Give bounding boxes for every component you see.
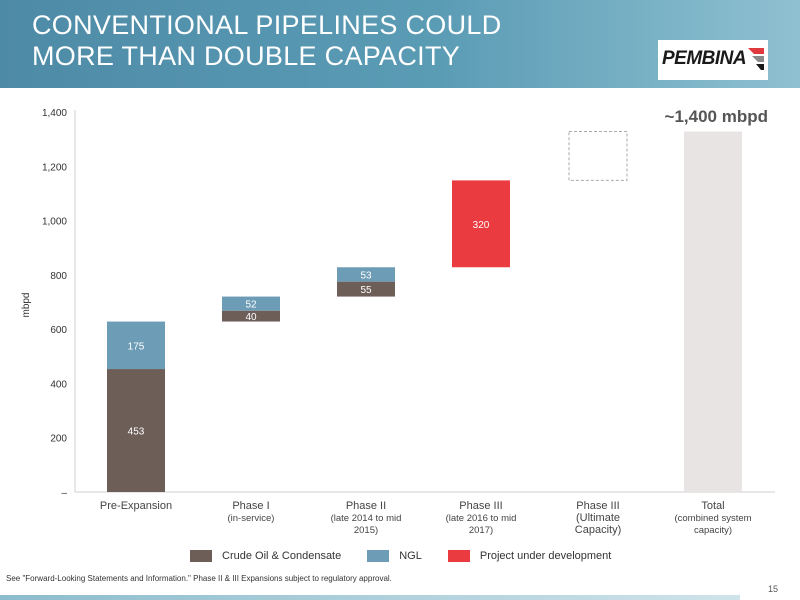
total-capacity-annotation: ~1,400 mbpd (665, 107, 768, 126)
y-tick-label: 1,000 (42, 217, 67, 228)
x-axis-labels: Pre-Expansion Phase I(in-service) Phase II… (100, 500, 752, 536)
legend-swatch-project (447, 550, 470, 562)
bar-segment-crude (337, 281, 395, 297)
y-tick-label: 200 (50, 434, 67, 445)
x-category-label: Capacity) (575, 524, 621, 536)
x-category-sublabel: 2017) (469, 525, 493, 536)
legend-item-ngl: NGL (367, 550, 422, 562)
page-number: 15 (767, 584, 778, 594)
x-category-label: Phase I (232, 500, 269, 512)
slide-title: CONVENTIONAL PIPELINES COULD MORE THAN D… (32, 10, 502, 72)
x-category-label: Phase II (346, 500, 386, 512)
legend-label-ngl: NGL (399, 550, 422, 562)
title-banner: CONVENTIONAL PIPELINES COULD MORE THAN D… (0, 0, 800, 88)
data-label: 55 (360, 285, 372, 296)
x-category-sublabel: capacity) (694, 525, 732, 536)
bar-segment-ngl (337, 267, 395, 282)
data-label: 40 (245, 312, 257, 323)
footnote: See "Forward-Looking Statements and Info… (6, 574, 392, 583)
y-axis-label: mbpd (21, 292, 32, 317)
x-category-label: Phase III (459, 500, 502, 512)
y-tick-label: 400 (50, 379, 67, 390)
bottom-accent-bar (0, 595, 740, 600)
slide-title-line-2: MORE THAN DOUBLE CAPACITY (32, 41, 461, 71)
bar-segment-crude (222, 310, 280, 322)
x-category-label: (Ultimate (576, 512, 620, 524)
bar-segment-project (452, 180, 510, 268)
x-category-sublabel: (combined system (674, 513, 751, 524)
bar-segment-ngl (107, 321, 165, 370)
slide-title-line-1: CONVENTIONAL PIPELINES COULD (32, 10, 502, 40)
bar-segment-total (684, 131, 742, 493)
logo-mark-icon (748, 48, 764, 70)
y-tick-label: 1,400 (42, 108, 67, 119)
x-category-sublabel: 2015) (354, 525, 378, 536)
data-label: 453 (128, 427, 145, 438)
legend: Crude Oil & Condensate NGL Project under… (190, 548, 637, 564)
data-label: 52 (245, 300, 257, 311)
y-tick-label: 800 (50, 271, 67, 282)
bar-segment-ngl (222, 296, 280, 311)
y-tick-label: 1,200 (42, 162, 67, 173)
bar-segment-crude (107, 369, 165, 492)
data-label: 53 (360, 270, 372, 281)
x-category-label: Total (701, 500, 724, 512)
logo-wordmark: PEMBINA (662, 48, 747, 69)
legend-item-crude: Crude Oil & Condensate (190, 550, 341, 562)
bar-segment-dashed (568, 131, 628, 181)
y-tick-label: 600 (50, 325, 67, 336)
data-label: 320 (473, 220, 490, 231)
x-category-sublabel: (in-service) (228, 513, 275, 524)
legend-item-project: Project under development (447, 550, 612, 562)
legend-swatch-ngl (367, 550, 390, 562)
legend-label-crude: Crude Oil & Condensate (222, 550, 342, 562)
x-category-label: Phase III (576, 500, 619, 512)
y-axis-ticks: – 200 400 600 800 1,000 1,200 1,400 (42, 108, 775, 499)
data-label: 175 (128, 341, 145, 352)
x-category-sublabel: (late 2014 to mid (331, 513, 402, 524)
legend-label-project: Project under development (479, 550, 612, 562)
x-category-label: Pre-Expansion (100, 500, 172, 512)
bars (107, 131, 742, 493)
legend-swatch-crude (190, 550, 212, 562)
x-category-sublabel: (late 2016 to mid (446, 513, 517, 524)
y-tick-label: – (61, 488, 67, 499)
company-logo: PEMBINA (658, 40, 768, 80)
